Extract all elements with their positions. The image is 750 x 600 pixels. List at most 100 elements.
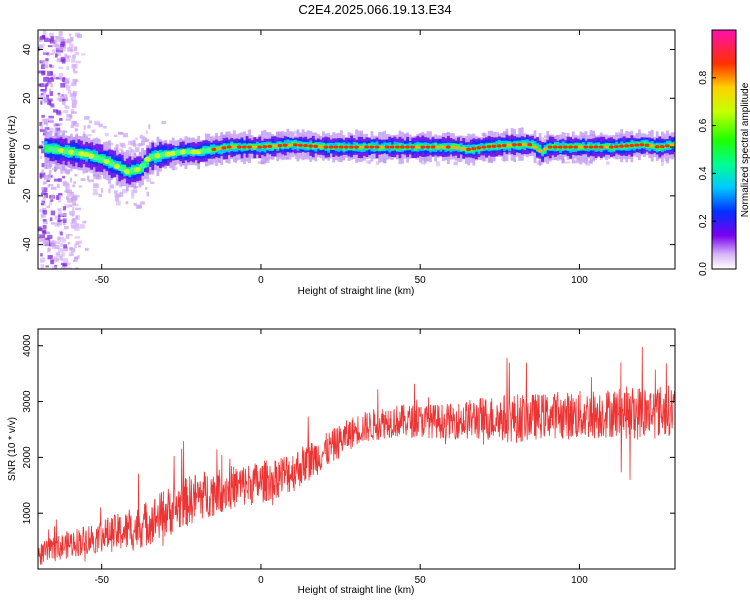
spectrogram-noise-speck <box>74 256 78 260</box>
spectrogram-noise-speck <box>75 128 79 131</box>
spectrogram-noise-speck <box>118 132 124 135</box>
spectrogram-noise-speck <box>57 92 61 96</box>
spectrogram-ridge-cell <box>235 143 239 149</box>
spectrogram-ridge-core <box>129 167 136 174</box>
spectrogram-noise-speck <box>75 207 82 211</box>
spectrogram-noise-speck <box>62 101 66 105</box>
spectrogram-noise-speck <box>62 77 66 83</box>
spectrogram-ridge-core <box>603 145 609 149</box>
spectrogram-noise-speck <box>59 118 63 121</box>
spectrogram-noise-speck <box>41 115 45 118</box>
spectrogram-noise-speck <box>68 234 73 237</box>
spectrogram-noise-speck <box>38 45 44 48</box>
spectrogram-noise-speck <box>660 161 664 166</box>
spectrogram-noise-speck <box>58 178 62 182</box>
spectrogram-noise-speck <box>58 47 63 51</box>
spectrogram-noise-speck <box>57 45 61 48</box>
snr-y-tick-label: 2000 <box>22 446 33 469</box>
spectrogram-noise-speck <box>145 187 148 190</box>
spectrogram-noise-speck <box>62 175 66 179</box>
spectrogram-noise-speck <box>47 45 53 48</box>
spectrogram-noise-speck <box>53 122 56 128</box>
spectrogram-noise-speck <box>42 207 47 213</box>
spectrogram-noise-speck <box>564 133 567 136</box>
spectrogram-noise-speck <box>60 41 66 46</box>
spectrogram-ridge-cell <box>383 145 387 150</box>
spectrogram-noise-speck <box>66 38 72 43</box>
spectrogram-noise-speck <box>70 108 75 114</box>
spectrogram-noise-speck <box>58 66 63 69</box>
spectrogram-noise-speck <box>42 219 47 222</box>
spectrogram-ridge-core <box>252 145 257 149</box>
spectrogram-ridge-core <box>93 155 100 161</box>
spectrogram-noise-speck <box>71 82 77 87</box>
spectrogram-ridge-cell <box>271 143 274 150</box>
spectrogram-ridge-core <box>512 143 517 147</box>
spectrogram-ridge-cell <box>480 146 483 152</box>
spectrogram-ridge-core <box>639 143 645 147</box>
spectrogram-ridge-cell <box>327 144 330 150</box>
spectrogram-ridge-cell <box>429 144 432 151</box>
spectrogram-ridge-core <box>262 145 268 149</box>
spectrogram-noise-speck <box>62 46 66 52</box>
spectrogram-noise-speck <box>60 164 63 168</box>
spectrogram-noise-speck <box>40 100 43 105</box>
spectrogram-ridge-core <box>481 145 487 149</box>
spectrogram-ridge-cell <box>434 143 438 150</box>
spectrogram-noise-speck <box>68 253 74 257</box>
colorbar-tick-label: 0.0 <box>698 262 709 276</box>
spectrogram-noise-speck <box>62 218 67 223</box>
spectrogram-noise-speck <box>61 266 67 269</box>
spectrogram-ridge-cell <box>576 144 580 151</box>
spectrogram-ridge-cell <box>602 144 606 149</box>
spectrogram-noise-speck <box>47 255 53 260</box>
spectrogram-noise-speck <box>55 51 62 56</box>
snr-plot-area <box>38 329 675 569</box>
spectrogram-ridge-cell <box>469 147 473 153</box>
spectrogram-ridge-core <box>654 145 660 149</box>
spectrogram-ridge-core <box>506 143 512 147</box>
spectrogram-noise-speck <box>59 36 64 41</box>
spectrogram-noise-speck <box>46 82 53 85</box>
spectrogram-ridge-cell <box>250 143 254 150</box>
spectrogram-ridge-core <box>205 147 212 153</box>
spectrogram-ridge-cell <box>495 144 499 150</box>
spectrogram-noise-speck <box>144 138 150 143</box>
spectrogram-noise-speck <box>49 127 54 133</box>
spectrogram-noise-speck <box>60 133 64 136</box>
spectrogram-noise-speck <box>88 180 92 183</box>
spectrogram-noise-speck <box>56 47 59 53</box>
spectrogram-ridge-core <box>379 145 385 149</box>
spectrogram-x-tick-label: 50 <box>415 275 427 286</box>
spectrogram-noise-speck <box>121 188 128 194</box>
spectrogram-noise-speck <box>69 193 74 196</box>
spectrogram-noise-speck <box>58 123 63 126</box>
spectrogram-noise-speck <box>49 88 52 91</box>
spectrogram-noise-speck <box>73 181 77 184</box>
spectrogram-noise-speck <box>72 184 76 188</box>
spectrogram-noise-speck <box>109 142 114 146</box>
spectrogram-noise-speck <box>65 196 70 200</box>
spectrogram-noise-speck <box>64 180 67 185</box>
spectrogram-y-tick-label: -40 <box>22 237 33 252</box>
spectrogram-noise-speck <box>42 60 45 66</box>
spectrogram-ridge-cell <box>505 142 509 149</box>
spectrogram-noise-speck <box>71 219 76 224</box>
spectrogram-ridge-core <box>471 147 477 151</box>
spectrogram-ridge-core <box>613 145 619 149</box>
spectrogram-noise-speck <box>64 204 70 208</box>
spectrogram-noise-speck <box>58 73 64 78</box>
spectrogram-noise-speck <box>39 43 45 46</box>
spectrogram-ridge-cell <box>632 143 636 148</box>
spectrogram-noise-speck <box>63 244 68 249</box>
spectrogram-noise-speck <box>73 46 78 52</box>
spectrogram-noise-speck <box>83 116 90 120</box>
spectrogram-noise-speck <box>49 64 52 68</box>
snr-y-axis-label: SNR (10 * v/v) <box>7 417 18 481</box>
snr-x-tick-label: 50 <box>415 575 427 586</box>
spectrogram-noise-speck <box>50 210 56 216</box>
spectrogram-noise-speck <box>140 140 146 146</box>
spectrogram-ridge-cell <box>255 144 259 149</box>
spectrogram-ridge-core <box>588 145 594 149</box>
spectrogram-noise-speck <box>294 154 298 160</box>
